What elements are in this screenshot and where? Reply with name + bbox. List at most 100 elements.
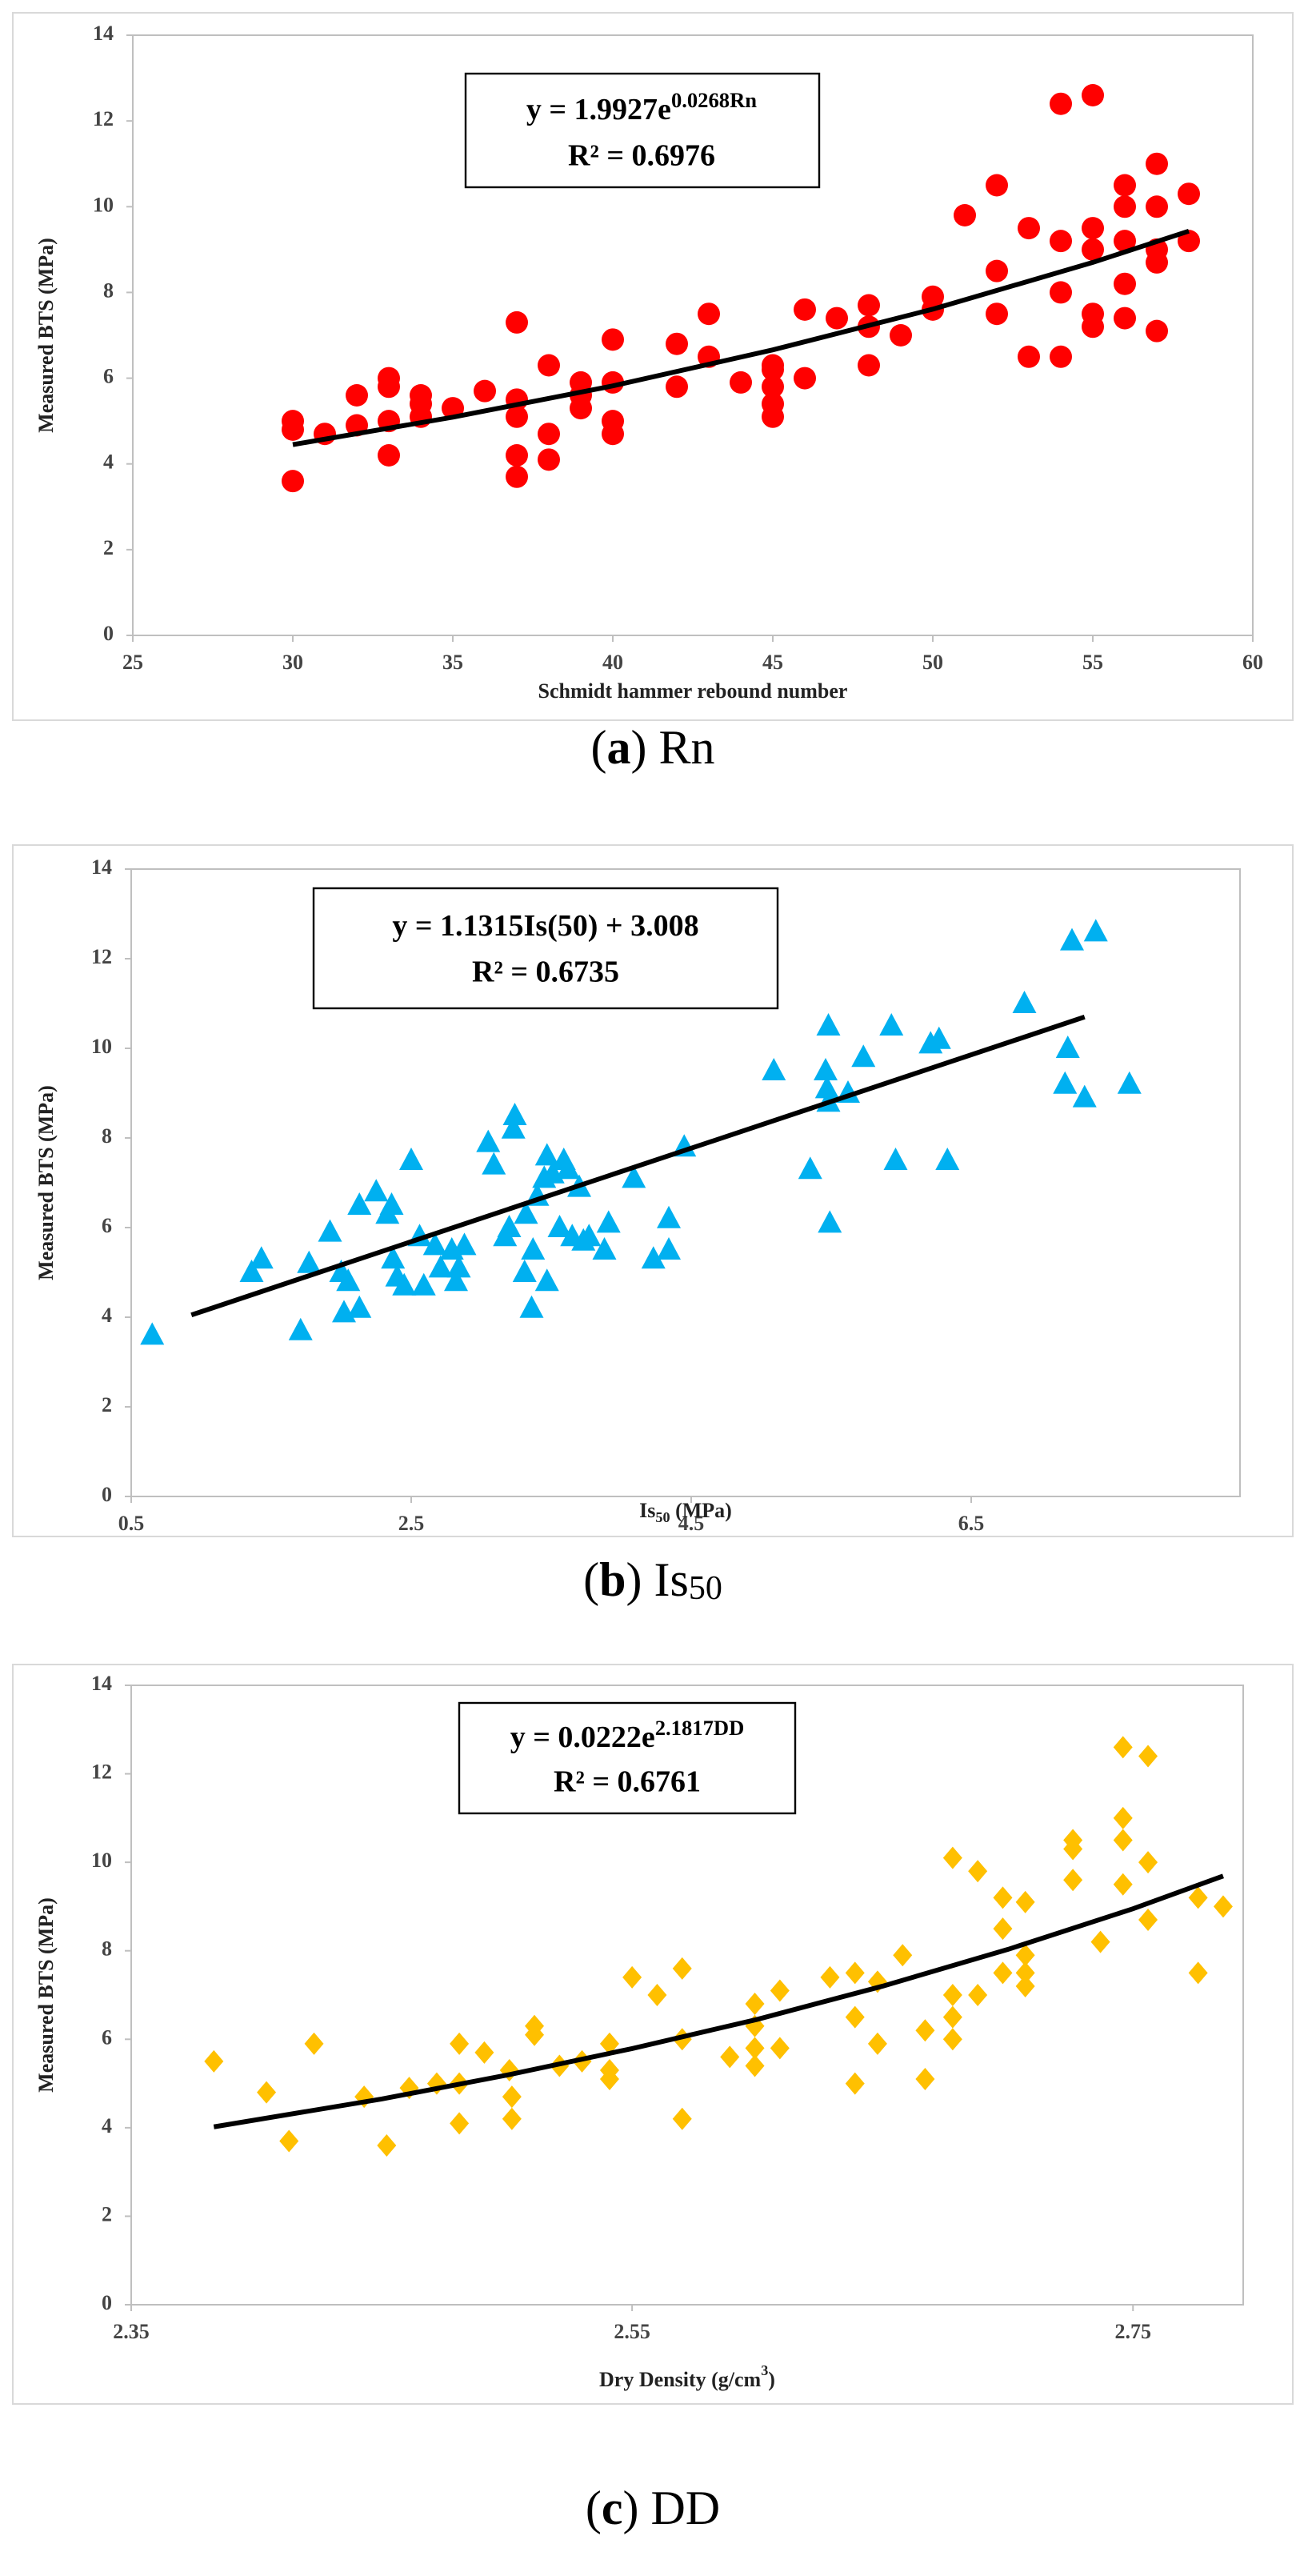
point [816, 1013, 841, 1036]
point [378, 444, 400, 467]
point [1117, 1071, 1142, 1094]
x-axis-label-part: Dry Density (g/cm [599, 2368, 762, 2391]
y-tick-label: 4 [102, 2114, 112, 2137]
point [1050, 345, 1072, 368]
x-axis-label: Schmidt hammer rebound number [538, 679, 848, 703]
point [745, 2054, 765, 2077]
point [474, 2041, 494, 2064]
y-tick-label: 2 [102, 1393, 112, 1416]
caption-part: a [606, 721, 630, 774]
point [1113, 1873, 1133, 1896]
point [814, 1058, 838, 1080]
y-tick-label: 12 [93, 107, 114, 130]
point [381, 1246, 406, 1269]
caption-part: 50 [689, 1570, 722, 1607]
point [845, 2005, 865, 2029]
r-squared: R² = 0.6976 [568, 139, 715, 173]
point [879, 1013, 904, 1036]
point [502, 2107, 522, 2130]
point [204, 2049, 224, 2073]
x-axis-label-part: 3 [761, 2362, 768, 2378]
point [986, 259, 1008, 282]
plot-area [130, 868, 1241, 1497]
point [845, 1961, 865, 1985]
equation-box [312, 887, 779, 1010]
point [698, 302, 720, 326]
y-tick-label: 4 [102, 1304, 112, 1327]
caption: (a) Rn [591, 721, 715, 774]
point [538, 448, 560, 471]
x-tick-label: 2.75 [1115, 2320, 1152, 2343]
x-tick-label: 4.5 [678, 1512, 705, 1535]
point [926, 1026, 951, 1049]
point [666, 375, 688, 399]
y-tick-label: 2 [103, 536, 114, 559]
point [657, 1205, 681, 1228]
equation-box [458, 1701, 797, 1815]
point [622, 1965, 642, 1989]
x-tick-label: 2.55 [614, 2320, 650, 2343]
point [818, 1210, 842, 1233]
x-axis-label-part: 50 [655, 1509, 670, 1525]
point [377, 2133, 397, 2157]
point [851, 1044, 876, 1068]
point [602, 410, 624, 433]
point [942, 1846, 962, 1869]
point [657, 1237, 681, 1260]
point [1083, 919, 1108, 942]
point [641, 1246, 666, 1269]
point [1178, 182, 1200, 206]
caption: (b) Is50 [583, 1553, 722, 1607]
point [501, 1116, 526, 1139]
y-axis-label: Measured BTS (MPa) [34, 1897, 58, 2093]
point [986, 302, 1008, 326]
plot-area [130, 1685, 1244, 2306]
point [1114, 306, 1136, 330]
point [482, 1152, 506, 1175]
y-tick-label: 14 [91, 855, 112, 879]
point [794, 298, 816, 321]
equation: y = 1.1315Is(50) + 3.008 [392, 909, 698, 943]
point [282, 470, 304, 493]
point [993, 1886, 1013, 1909]
point [883, 1148, 908, 1170]
point [867, 2032, 887, 2055]
point [1114, 195, 1136, 218]
point [954, 204, 976, 226]
point [379, 1192, 404, 1215]
point [249, 1246, 274, 1269]
point [1113, 1736, 1133, 1759]
point [1213, 1895, 1233, 1918]
y-tick-label: 4 [103, 451, 114, 474]
point [599, 2032, 619, 2055]
point [422, 1232, 447, 1256]
y-tick-label: 14 [91, 1672, 112, 1695]
point [993, 1961, 1013, 1985]
point [257, 2081, 277, 2104]
point [378, 367, 400, 390]
point [1050, 230, 1072, 253]
point [502, 1103, 527, 1125]
y-axis-label: Measured BTS (MPa) [34, 238, 58, 433]
point [935, 1148, 960, 1170]
point [1015, 1974, 1035, 1997]
trendline [190, 1014, 1086, 1318]
point [1082, 217, 1104, 240]
point [745, 2037, 765, 2060]
point [347, 1192, 372, 1215]
point [1138, 1745, 1158, 1768]
point [1138, 1909, 1158, 1932]
point [942, 1984, 962, 2006]
trendline [213, 1873, 1224, 2129]
point [1146, 319, 1168, 343]
equation-part: y = 1.1315Is(50) + 3.008 [392, 909, 698, 943]
point [428, 1255, 453, 1278]
point [512, 1260, 537, 1282]
point [304, 2032, 324, 2055]
y-tick-label: 8 [102, 1937, 112, 1961]
point [1015, 1961, 1035, 1985]
x-axis-label: Is50 (MPa) [639, 1499, 732, 1525]
y-tick-label: 6 [102, 2025, 112, 2049]
point [346, 384, 368, 407]
point [547, 1215, 572, 1237]
